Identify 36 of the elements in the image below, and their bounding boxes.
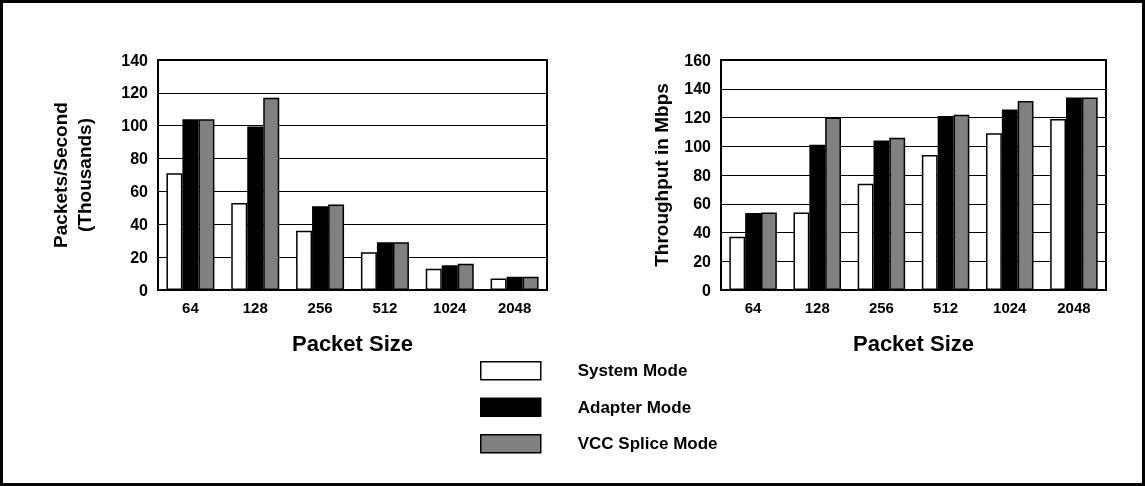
x-tick-label: 512: [933, 299, 959, 316]
y-tick-label: 100: [684, 137, 712, 155]
y-axis-title: Packets/Second (Thousands): [49, 102, 95, 248]
x-tick-label: 128: [242, 299, 268, 316]
x-tick-label: 1024: [433, 299, 468, 316]
y-tick-label: 0: [139, 281, 149, 299]
y-tick-label: 120: [121, 84, 149, 102]
x-axis-title: Packet Size: [852, 330, 975, 356]
y-tick-label: 140: [684, 80, 712, 98]
x-tick-label: 256: [307, 299, 333, 316]
y-tick-label: 0: [702, 281, 712, 299]
x-tick-label: 1024: [993, 299, 1028, 316]
y-tick-label: 120: [684, 109, 712, 126]
y-tick-label: 40: [693, 224, 712, 241]
legend-label: System Mode: [577, 361, 688, 381]
y-tick-label: 60: [693, 195, 712, 213]
y-tick-label: 140: [121, 51, 149, 69]
x-tick-label: 512: [372, 299, 398, 316]
y-tick-label: 80: [693, 166, 712, 184]
x-axis-title: Packet Size: [291, 330, 414, 356]
x-tick-label: 64: [744, 299, 763, 316]
y-tick-label: 60: [130, 182, 149, 200]
y-tick-label: 20: [130, 248, 149, 266]
x-tick-label: 128: [804, 299, 830, 316]
x-tick-label: 2048: [497, 299, 532, 316]
y-tick-label: 100: [121, 117, 149, 135]
y-axis-title: Throughput in Mbps: [650, 83, 672, 267]
legend-label: VCC Splice Mode: [577, 434, 718, 454]
x-tick-label: 2048: [1057, 299, 1091, 316]
y-tick-label: 40: [130, 215, 149, 233]
x-tick-label: 64: [182, 299, 200, 316]
y-tick-label: 160: [684, 51, 712, 69]
y-tick-label: 80: [130, 150, 149, 168]
x-tick-label: 256: [868, 299, 894, 316]
legend-label: Adapter Mode: [577, 397, 692, 417]
y-tick-label: 20: [693, 252, 712, 270]
